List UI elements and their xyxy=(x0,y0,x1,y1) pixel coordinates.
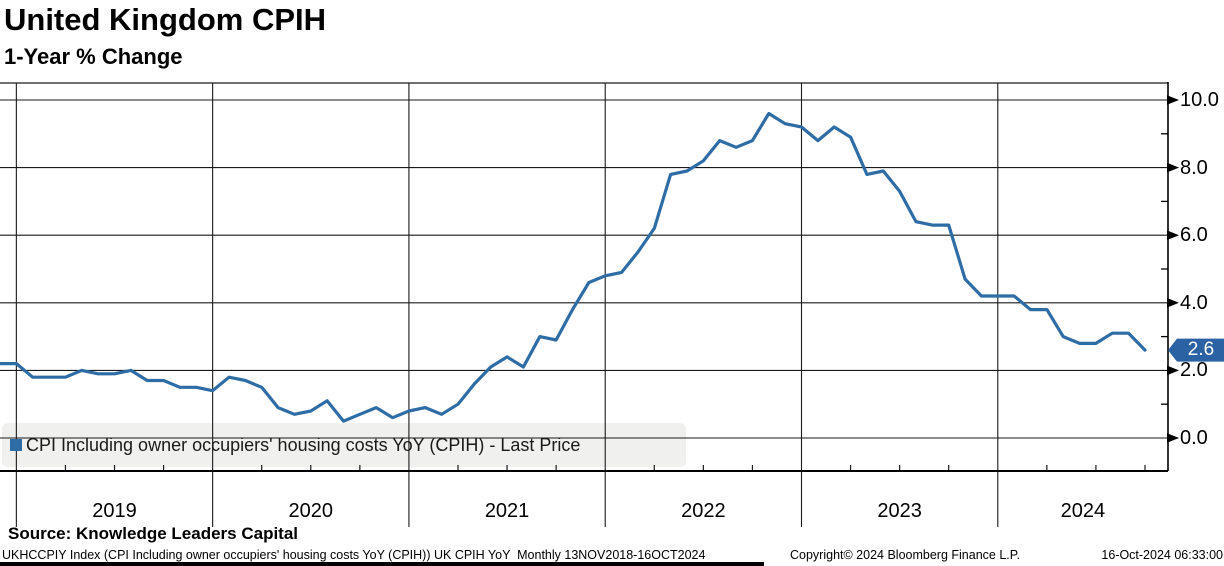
footer-timestamp: 16-Oct-2024 06:33:00 xyxy=(1101,548,1223,562)
x-axis-label: 2019 xyxy=(92,500,137,522)
axis-arrow-tick xyxy=(1167,95,1179,105)
x-axis-label: 2020 xyxy=(288,500,334,522)
data-line-cpih xyxy=(0,111,1147,423)
legend-label: CPI Including owner occupiers' housing c… xyxy=(26,434,581,455)
bottom-taskbar-strip xyxy=(0,562,764,566)
x-axis-label: 2024 xyxy=(1060,500,1106,522)
x-axis-label: 2022 xyxy=(681,500,726,522)
x-axis-label: 2023 xyxy=(877,500,922,522)
y-axis-label: 0.0 xyxy=(1180,427,1208,449)
legend-marker-icon xyxy=(10,439,22,451)
y-axis-label: 8.0 xyxy=(1180,156,1208,179)
footer-copyright: Copyright© 2024 Bloomberg Finance L.P. xyxy=(790,548,1020,562)
axis-arrow-tick xyxy=(1167,433,1179,443)
last-price-badge: 2.6 xyxy=(1187,339,1215,361)
y-axis-label: 10.0 xyxy=(1180,89,1219,111)
y-axis-label: 6.0 xyxy=(1180,224,1208,247)
y-axis-label: 2.0 xyxy=(1180,359,1208,382)
y-axis-label: 4.0 xyxy=(1180,291,1208,314)
chart-title: United Kingdom CPIH xyxy=(4,2,327,37)
axis-arrow-tick xyxy=(1167,365,1179,376)
footer-security-info: UKHCCPIY Index (CPI Including owner occu… xyxy=(2,548,706,562)
axis-arrow-tick xyxy=(1167,298,1179,308)
axis-arrow-tick xyxy=(1167,162,1179,173)
x-axis-label: 2021 xyxy=(484,500,530,522)
chart-legend: CPI Including owner occupiers' housing c… xyxy=(10,433,580,457)
legend-band xyxy=(2,423,686,467)
last-price-badge-shape xyxy=(1168,338,1224,362)
chart-subtitle: 1-Year % Change xyxy=(4,44,183,69)
axis-arrow-tick xyxy=(1167,230,1179,240)
source-line: Source: Knowledge Leaders Capital xyxy=(8,524,299,543)
